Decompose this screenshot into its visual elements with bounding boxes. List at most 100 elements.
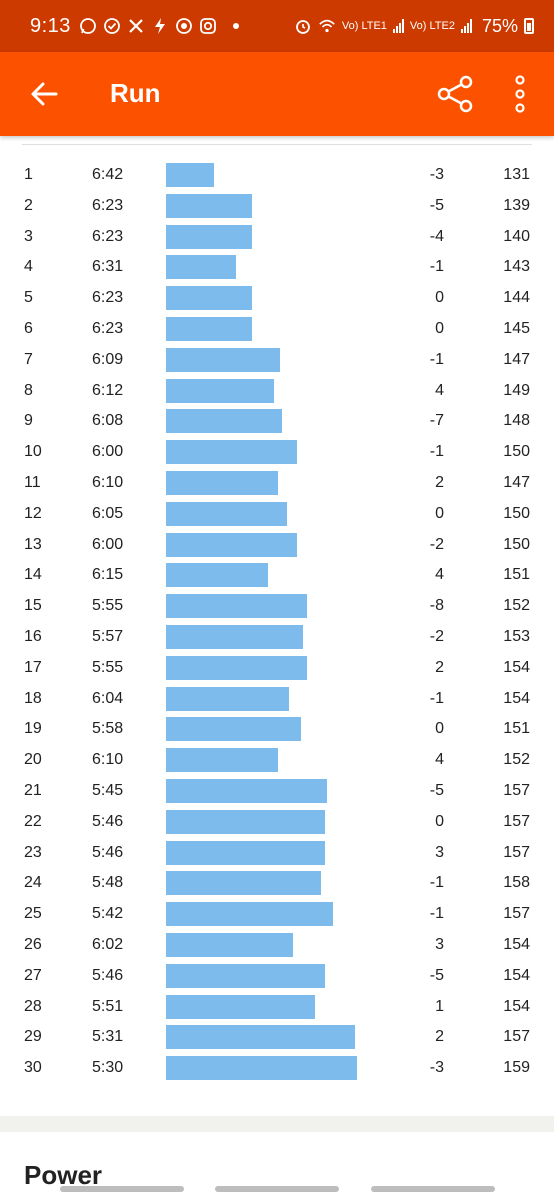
split-heart-rate: 151 [503, 566, 530, 584]
split-row: 28 5:51 1 154 [0, 992, 554, 1023]
split-pace: 5:45 [92, 781, 124, 799]
pace-bar [166, 932, 294, 957]
pace-bar [166, 193, 252, 218]
split-pace: 6:23 [92, 227, 124, 245]
split-pace: 6:12 [92, 381, 124, 399]
split-row: 9 6:08 -7 148 [0, 406, 554, 437]
power-section-title: Power [24, 1160, 103, 1190]
split-km: 6 [24, 319, 33, 337]
split-elevation: -1 [429, 350, 444, 368]
nav-home-handle[interactable] [215, 1186, 339, 1192]
more-options-icon[interactable] [512, 74, 528, 114]
split-km: 28 [24, 997, 42, 1015]
split-km: 4 [24, 258, 33, 276]
pace-bar [166, 286, 252, 311]
split-pace: 6:15 [92, 566, 124, 584]
signal-icon-2 [460, 19, 472, 33]
split-km: 14 [24, 566, 42, 584]
app-bar: Run [0, 52, 554, 136]
split-row: 18 6:04 -1 154 [0, 684, 554, 715]
split-elevation: -5 [429, 196, 444, 214]
split-heart-rate: 158 [503, 874, 530, 892]
split-km: 20 [24, 751, 42, 769]
split-elevation: -5 [429, 781, 444, 799]
split-km: 19 [24, 720, 42, 738]
split-heart-rate: 143 [503, 258, 530, 276]
whatsapp-icon [79, 17, 97, 35]
pace-bar [166, 594, 308, 619]
split-row: 17 5:55 2 154 [0, 653, 554, 684]
pace-bar [166, 440, 298, 465]
split-elevation: -1 [429, 258, 444, 276]
split-km: 11 [24, 473, 41, 491]
alarm-icon [294, 17, 312, 35]
back-arrow-icon[interactable] [28, 78, 60, 110]
split-elevation: 0 [435, 289, 444, 307]
split-heart-rate: 159 [503, 1059, 530, 1077]
signal-icon [392, 19, 404, 33]
page-title: Run [110, 78, 161, 108]
split-heart-rate: 151 [503, 720, 530, 738]
share-icon[interactable] [436, 74, 476, 114]
split-pace: 5:48 [92, 874, 124, 892]
split-elevation: 2 [435, 1028, 444, 1046]
split-km: 10 [24, 443, 42, 461]
split-row: 29 5:31 2 157 [0, 1022, 554, 1053]
nav-recent-handle[interactable] [60, 1186, 184, 1192]
pace-bar [166, 717, 302, 742]
split-row: 12 6:05 0 150 [0, 499, 554, 530]
system-status: Vo) LTE1 Vo) LTE2 75% [294, 16, 534, 37]
pace-bar [166, 163, 214, 187]
pace-bar [166, 347, 280, 372]
split-row: 30 5:30 -3 159 [0, 1053, 554, 1084]
pace-bar [166, 409, 282, 434]
nav-back-handle[interactable] [371, 1186, 495, 1192]
split-pace: 5:31 [92, 1028, 124, 1046]
split-row: 14 6:15 4 151 [0, 560, 554, 591]
split-row: 16 5:57 -2 153 [0, 622, 554, 653]
split-elevation: 4 [435, 751, 444, 769]
split-row: 21 5:45 -5 157 [0, 776, 554, 807]
pace-bar [166, 316, 252, 341]
split-pace: 6:42 [92, 166, 124, 183]
pace-bar [166, 1056, 357, 1081]
split-heart-rate: 147 [503, 473, 530, 491]
split-km: 22 [24, 812, 42, 830]
more-notifications-dot [232, 23, 239, 29]
split-pace: 5:46 [92, 966, 124, 984]
split-heart-rate: 152 [503, 597, 530, 615]
bolt-icon [151, 17, 169, 35]
pace-bar [166, 871, 322, 896]
split-pace: 6:00 [92, 443, 124, 461]
split-elevation: -8 [429, 597, 444, 615]
split-row: 22 5:46 0 157 [0, 807, 554, 838]
split-heart-rate: 157 [503, 812, 530, 830]
split-elevation: -3 [429, 166, 444, 183]
pace-bar [166, 994, 316, 1019]
split-pace: 6:00 [92, 535, 124, 553]
split-km: 8 [24, 381, 33, 399]
split-pace: 6:23 [92, 319, 124, 337]
split-elevation: -2 [429, 535, 444, 553]
split-elevation: -5 [429, 966, 444, 984]
battery-percent: 75% [481, 15, 518, 36]
status-time: 9:13 [30, 14, 71, 37]
split-row: 3 6:23 -4 140 [0, 222, 554, 253]
split-heart-rate: 154 [503, 935, 530, 953]
split-heart-rate: 131 [503, 166, 530, 183]
split-heart-rate: 145 [503, 319, 530, 337]
split-row: 7 6:09 -1 147 [0, 345, 554, 376]
pace-bar [166, 686, 290, 711]
split-row: 27 5:46 -5 154 [0, 961, 554, 992]
split-elevation: -4 [429, 227, 444, 245]
split-km: 7 [24, 350, 33, 368]
split-elevation: 4 [435, 566, 444, 584]
split-elevation: 0 [435, 720, 444, 738]
split-elevation: 0 [435, 319, 444, 337]
split-row: 25 5:42 -1 157 [0, 899, 554, 930]
split-heart-rate: 157 [503, 905, 530, 923]
split-heart-rate: 157 [503, 843, 530, 861]
split-pace: 6:08 [92, 412, 124, 430]
split-km: 15 [24, 597, 42, 615]
battery-icon [524, 18, 534, 34]
